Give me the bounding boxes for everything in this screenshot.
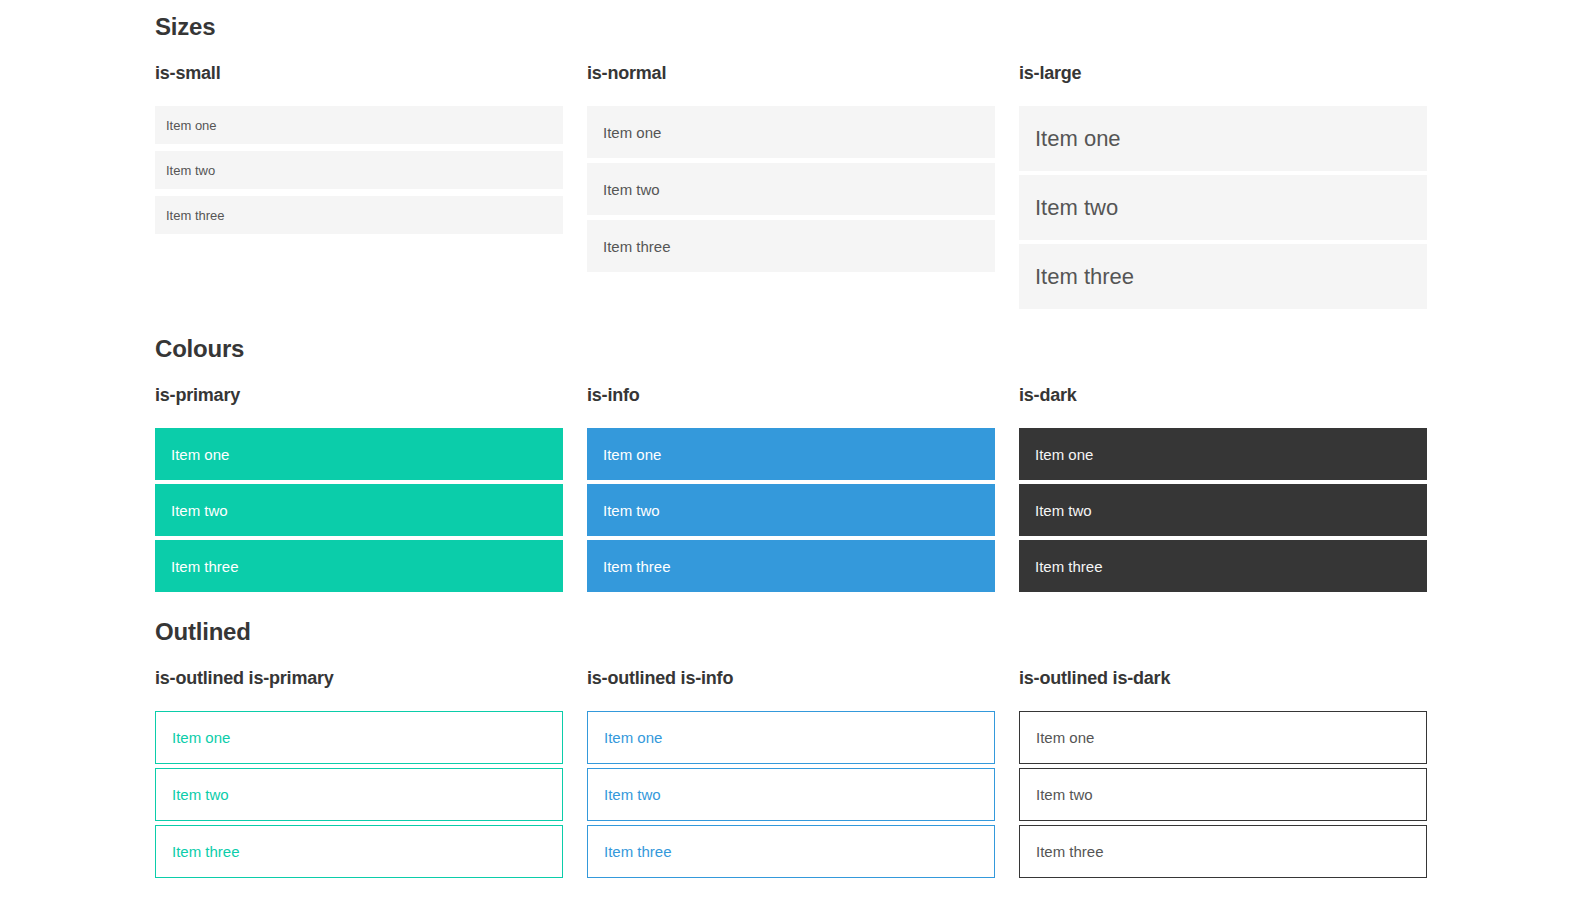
list-item: Item one xyxy=(1019,711,1427,764)
list-item: Item two xyxy=(587,768,995,821)
column-heading-outlined-primary: is-outlined is-primary xyxy=(155,668,563,689)
column-heading-small: is-small xyxy=(155,63,563,84)
block-list-large: Item oneItem twoItem three xyxy=(1019,106,1427,309)
block-list-primary: Item oneItem twoItem three xyxy=(155,428,563,592)
column-heading-normal: is-normal xyxy=(587,63,995,84)
list-item: Item one xyxy=(155,106,563,144)
list-item: Item three xyxy=(587,825,995,878)
list-item: Item three xyxy=(1019,540,1427,592)
list-item: Item three xyxy=(1019,244,1427,309)
list-item: Item three xyxy=(587,220,995,272)
list-item: Item one xyxy=(1019,106,1427,171)
list-item: Item three xyxy=(155,196,563,234)
column-heading-outlined-dark: is-outlined is-dark xyxy=(1019,668,1427,689)
column-outlined-primary: is-outlined is-primary Item oneItem twoIt… xyxy=(155,667,563,882)
list-item: Item one xyxy=(587,106,995,158)
section-outlined: Outlinedis-outlined is-primaryItem oneIt… xyxy=(155,617,1427,882)
column-heading-large: is-large xyxy=(1019,63,1427,84)
block-list-normal: Item oneItem twoItem three xyxy=(587,106,995,272)
section-colours: Coloursis-primaryItem oneItem twoItem th… xyxy=(155,334,1427,596)
column-small: is-small Item one Item two Item three xyxy=(155,62,563,241)
block-list-outlined-primary: Item oneItem twoItem three xyxy=(155,711,563,878)
section-sizes: Sizesis-smallItem oneItem twoItem threei… xyxy=(155,12,1427,313)
column-heading-info: is-info xyxy=(587,385,995,406)
list-item: Item three xyxy=(155,540,563,592)
list-item: Item one xyxy=(1019,428,1427,480)
block-list-dark: Item oneItem twoItem three xyxy=(1019,428,1427,592)
content: Sizesis-smallItem oneItem twoItem threei… xyxy=(155,0,1427,882)
list-item: Item two xyxy=(587,163,995,215)
list-item: Item two xyxy=(587,484,995,536)
column-heading-outlined-info: is-outlined is-info xyxy=(587,668,995,689)
columns-row-colours: is-primaryItem oneItem twoItem threeis-i… xyxy=(155,384,1427,596)
column-heading-primary: is-primary xyxy=(155,385,563,406)
column-outlined-info: is-outlined is-info Item oneItem twoItem … xyxy=(587,667,995,882)
block-list-info: Item oneItem twoItem three xyxy=(587,428,995,592)
list-item: Item one xyxy=(155,711,563,764)
list-item: Item three xyxy=(587,540,995,592)
list-item: Item two xyxy=(1019,175,1427,240)
list-item: Item one xyxy=(155,428,563,480)
column-heading-dark: is-dark xyxy=(1019,385,1427,406)
column-primary: is-primary Item oneItem twoItem three xyxy=(155,384,563,596)
list-item: Item two xyxy=(155,151,563,189)
list-item: Item two xyxy=(155,484,563,536)
list-item: Item one xyxy=(587,428,995,480)
column-info: is-info Item oneItem twoItem three xyxy=(587,384,995,596)
columns-row-outlined: is-outlined is-primaryItem oneItem twoIt… xyxy=(155,667,1427,882)
column-large: is-large Item oneItem twoItem three xyxy=(1019,62,1427,313)
section-title-colours: Colours xyxy=(155,334,1427,364)
list-item: Item two xyxy=(155,768,563,821)
columns-row-sizes: is-smallItem oneItem twoItem threeis-nor… xyxy=(155,62,1427,313)
column-dark: is-dark Item oneItem twoItem three xyxy=(1019,384,1427,596)
list-item: Item two xyxy=(1019,768,1427,821)
block-list-outlined-info: Item oneItem twoItem three xyxy=(587,711,995,878)
column-outlined-dark: is-outlined is-dark Item oneItem twoItem … xyxy=(1019,667,1427,882)
block-list-small: Item one Item two Item three xyxy=(155,106,563,234)
section-title-sizes: Sizes xyxy=(155,12,1427,42)
list-item: Item one xyxy=(587,711,995,764)
column-normal: is-normal Item oneItem twoItem three xyxy=(587,62,995,277)
list-item: Item three xyxy=(155,825,563,878)
block-list-outlined-dark: Item oneItem twoItem three xyxy=(1019,711,1427,878)
list-item: Item two xyxy=(1019,484,1427,536)
section-title-outlined: Outlined xyxy=(155,617,1427,647)
list-item: Item three xyxy=(1019,825,1427,878)
